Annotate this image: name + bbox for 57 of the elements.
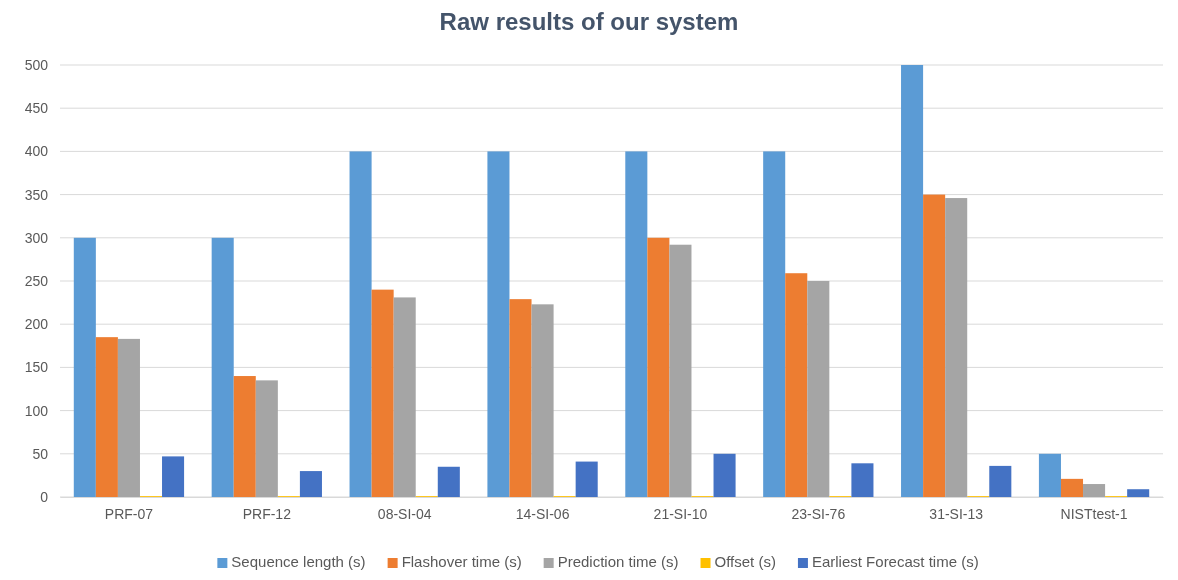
bar xyxy=(371,289,394,497)
legend-label: Sequence length (s) xyxy=(231,553,366,570)
bar xyxy=(901,65,924,497)
bar xyxy=(1060,478,1084,497)
x-tick-label: PRF-07 xyxy=(104,505,154,522)
y-tick-label: 150 xyxy=(24,359,49,376)
bar xyxy=(851,463,874,497)
bar xyxy=(487,151,510,497)
legend-label: Earliest Forecast time (s) xyxy=(811,553,979,570)
y-tick-label: 450 xyxy=(24,100,49,117)
chart-title: Raw results of our system xyxy=(439,8,739,35)
bar xyxy=(1127,489,1150,497)
bar xyxy=(807,281,830,497)
y-tick-label: 0 xyxy=(40,488,49,505)
x-tick-label: NISTtest-1 xyxy=(1060,505,1128,522)
bar xyxy=(162,456,185,497)
bar xyxy=(713,453,736,497)
y-tick-label: 300 xyxy=(24,229,49,246)
bar xyxy=(1083,484,1106,497)
x-tick-label: 23-SI-76 xyxy=(791,505,846,522)
bar xyxy=(923,194,946,497)
x-tick-label: 14-SI-06 xyxy=(515,505,570,522)
bar xyxy=(531,304,554,497)
bar xyxy=(73,237,96,497)
bar xyxy=(647,237,670,497)
bar xyxy=(95,337,118,497)
x-tick-label: 08-SI-04 xyxy=(377,505,432,522)
y-tick-label: 500 xyxy=(24,56,49,73)
bar xyxy=(575,461,598,497)
x-tick-label: PRF-12 xyxy=(242,505,292,522)
x-tick-label: 21-SI-10 xyxy=(653,505,708,522)
legend-label: Offset (s) xyxy=(714,553,776,570)
bar xyxy=(763,151,786,497)
y-tick-label: 400 xyxy=(24,143,49,160)
y-tick-label: 200 xyxy=(24,316,49,333)
bar xyxy=(349,151,372,497)
y-tick-label: 350 xyxy=(24,186,49,203)
x-tick-label: 31-SI-13 xyxy=(929,505,984,522)
bar xyxy=(945,198,968,497)
bar xyxy=(299,471,322,497)
bar xyxy=(437,466,460,497)
bar xyxy=(393,297,416,497)
bar xyxy=(989,465,1012,497)
bar xyxy=(255,380,278,497)
legend-label: Flashover time (s) xyxy=(401,553,522,570)
bar xyxy=(669,244,692,497)
bar xyxy=(785,273,808,497)
y-tick-label: 250 xyxy=(24,272,49,289)
bar xyxy=(625,151,648,497)
y-tick-label: 100 xyxy=(24,402,49,419)
bar xyxy=(1038,453,1061,497)
bar xyxy=(509,299,532,497)
legend-label: Prediction time (s) xyxy=(557,553,679,570)
y-tick-label: 50 xyxy=(32,445,49,462)
bar xyxy=(117,338,140,497)
bar xyxy=(211,237,234,497)
bar xyxy=(233,376,256,497)
